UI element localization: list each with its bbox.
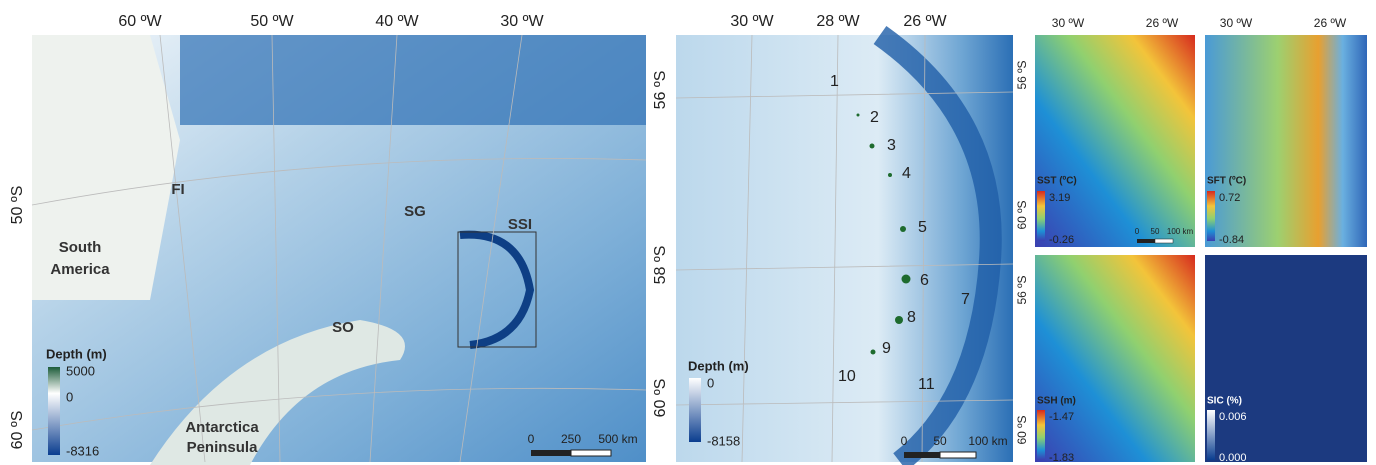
scale-bar (1155, 239, 1173, 243)
lat-label: 60 ºS (9, 411, 26, 450)
sst-map (1035, 35, 1195, 247)
legend-label: 0.72 (1219, 192, 1240, 204)
lon-label: 26 ºW (903, 13, 947, 30)
scale-label: 250 (561, 432, 581, 446)
scale-label: 100 km (968, 434, 1007, 448)
sft-map (1205, 35, 1367, 247)
scale-bar (531, 450, 571, 456)
legend-label: -1.47 (1049, 411, 1074, 423)
color-bar (1037, 191, 1045, 241)
legend-title: Depth (m) (46, 346, 107, 361)
lon-label: 30 ºW (1220, 16, 1253, 30)
site-label: 10 (838, 368, 856, 385)
lon-label: 30 ºW (500, 13, 544, 30)
deep-ocean (180, 35, 646, 125)
place-label: Peninsula (187, 439, 259, 456)
legend-label: 5000 (66, 363, 95, 378)
sic-map (1205, 255, 1367, 462)
lat-label: 56 ºS (1015, 275, 1029, 304)
site-label: 11 (918, 376, 935, 393)
legend-label: 0 (707, 375, 714, 390)
small-maps: 30 ºW 26 ºW 30 ºW 26 ºW 56 ºS 60 ºS 56 º… (1015, 16, 1367, 464)
legend-title: Depth (m) (688, 358, 749, 373)
scale-label: 50 (1151, 227, 1160, 236)
site-label: 9 (882, 340, 891, 357)
lon-label: 60 ºW (118, 13, 162, 30)
lon-label: 26 ºW (1314, 16, 1347, 30)
scale-bar (940, 452, 976, 458)
legend-label: 0.000 (1219, 452, 1247, 464)
scale-label: 0 (1135, 227, 1140, 236)
color-bar (1207, 191, 1215, 241)
place-label: America (50, 261, 110, 278)
scale-label: 100 km (1167, 227, 1194, 236)
legend-label: 0 (66, 389, 73, 404)
scale-label: 500 km (598, 432, 637, 446)
legend-title: SIC (%) (1207, 396, 1242, 407)
site-label: 5 (918, 219, 927, 236)
legend-title: SFT (ºC) (1207, 176, 1246, 187)
color-bar (1207, 410, 1215, 460)
scale-bar (904, 452, 940, 458)
lon-label: 30 ºW (730, 13, 774, 30)
site-label: 3 (887, 137, 896, 154)
lat-label: 60 ºS (1015, 200, 1029, 229)
color-bar (689, 378, 701, 442)
place-label: Antarctica (185, 419, 259, 436)
figure: 60 ºW 50 ºW 40 ºW 30 ºW 50 ºS 60 ºS FI S… (0, 0, 1376, 465)
legend-label: -8158 (707, 433, 740, 448)
lat-label: 56 ºS (652, 71, 669, 110)
scale-label: 0 (528, 432, 535, 446)
legend-title: SSH (m) (1037, 396, 1076, 407)
scale-label: 50 (933, 434, 947, 448)
lon-label: 28 ºW (816, 13, 860, 30)
place-label: SG (404, 203, 426, 220)
lat-label: 60 ºS (1015, 415, 1029, 444)
map-b: 30 ºW 28 ºW 26 ºW 56 ºS 58 ºS 60 ºS 1 2 … (652, 13, 1013, 462)
lon-label: 30 ºW (1052, 16, 1085, 30)
lat-label: 60 ºS (652, 379, 669, 418)
site-label: 6 (920, 272, 929, 289)
legend-label: -0.26 (1049, 234, 1074, 246)
legend-label: -1.83 (1049, 452, 1074, 464)
site-label: 7 (961, 291, 970, 308)
place-label: FI (171, 181, 184, 198)
legend-label: -0.84 (1219, 234, 1244, 246)
lon-label: 50 ºW (250, 13, 294, 30)
map-a: 60 ºW 50 ºW 40 ºW 30 ºW 50 ºS 60 ºS FI S… (9, 13, 646, 465)
scale-bar (571, 450, 611, 456)
lat-label: 50 ºS (9, 186, 26, 225)
legend-title: SST (ºC) (1037, 176, 1077, 187)
scale-bar (1137, 239, 1155, 243)
lat-label: 56 ºS (1015, 60, 1029, 89)
site-label: 8 (907, 309, 916, 326)
place-label: SSI (508, 216, 532, 233)
site-label: 4 (902, 165, 911, 182)
ssh-map (1035, 255, 1195, 462)
lon-label: 26 ºW (1146, 16, 1179, 30)
lon-label: 40 ºW (375, 13, 419, 30)
site-label: 2 (870, 109, 879, 126)
place-label: South (59, 239, 102, 256)
legend-label: -8316 (66, 443, 99, 458)
site-label: 1 (830, 73, 839, 90)
legend-label: 0.006 (1219, 411, 1247, 423)
lat-label: 58 ºS (652, 246, 669, 285)
color-bar (1037, 410, 1045, 460)
place-label: SO (332, 319, 354, 336)
legend-label: 3.19 (1049, 192, 1070, 204)
scale-label: 0 (901, 434, 908, 448)
color-bar (48, 367, 60, 455)
